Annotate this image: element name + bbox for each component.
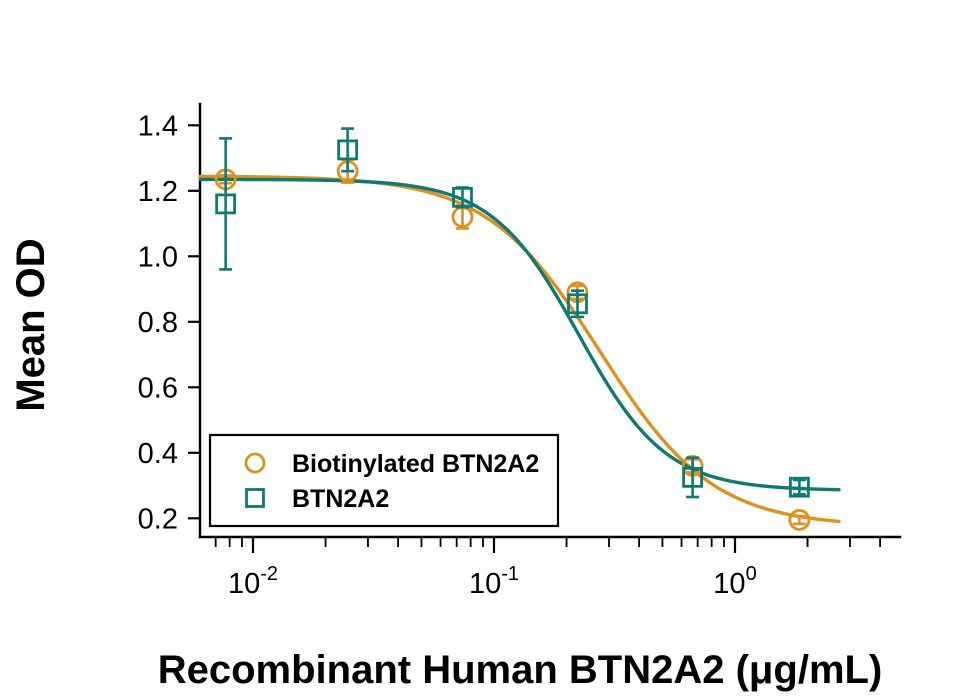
- x-tick-label-decade: 10-2: [228, 563, 278, 600]
- x-tick-exponent: -2: [260, 563, 278, 585]
- x-axis-title-mu: μ: [749, 648, 773, 692]
- fit-curve-btn2a2: [198, 177, 841, 492]
- y-tick-label: 1.4: [138, 111, 178, 143]
- error-bar: [341, 127, 355, 173]
- y-tick-label: 0.8: [138, 307, 178, 339]
- legend-marker-square-open-icon: [245, 488, 265, 508]
- data-marker-square-open-icon: [215, 193, 237, 215]
- data-marker-square-open-icon: [788, 476, 810, 498]
- x-axis-title-prefix: Recombinant Human BTN2A2 (: [158, 648, 750, 692]
- y-axis-tick-labels: 0.2 0.4 0.6 0.8 1.0 1.2 1.4: [138, 111, 178, 536]
- error-bar: [219, 137, 233, 271]
- data-marker-square-open-icon: [682, 466, 704, 488]
- y-axis-ticks: [188, 124, 200, 520]
- x-tick-base: 10: [469, 568, 501, 600]
- x-tick-label-decade: 10-1: [469, 563, 519, 600]
- x-tick-exponent: 0: [746, 563, 757, 585]
- x-tick-base: 10: [228, 568, 260, 600]
- x-axis-tick-labels: 10-2 10-1 100: [228, 563, 757, 600]
- y-tick-label: 0.4: [138, 438, 178, 470]
- y-tick-label: 1.2: [138, 176, 178, 208]
- x-axis-ticks: [214, 537, 881, 553]
- error-bar: [792, 514, 806, 526]
- x-axis-title: Recombinant Human BTN2A2 (μg/mL): [158, 648, 883, 692]
- x-tick-exponent: -1: [501, 563, 519, 585]
- data-marker-circle-open-icon: [788, 509, 811, 531]
- error-bar: [792, 478, 806, 496]
- y-tick-label: 0.6: [138, 373, 178, 405]
- x-tick-base: 10: [713, 568, 745, 600]
- chart-legend: Biotinylated BTN2A2 BTN2A2: [208, 433, 560, 528]
- fitted-curves: [198, 174, 841, 524]
- y-axis-title: Mean OD: [9, 238, 53, 411]
- data-series: [214, 127, 811, 531]
- legend-item-label-btn2a2: BTN2A2: [292, 485, 389, 513]
- error-bar: [686, 456, 700, 499]
- legend-background: [208, 433, 560, 528]
- series-btn2a2: [215, 127, 810, 499]
- x-axis-title-suffix: g/mL): [773, 648, 882, 692]
- data-marker-square-open-icon: [337, 139, 359, 161]
- data-marker-square-open-icon: [452, 186, 473, 208]
- y-tick-label: 0.2: [138, 504, 178, 536]
- x-tick-label-decade: 100: [713, 563, 756, 600]
- data-marker-square-open-icon: [567, 293, 588, 315]
- legend-marker-circle-open-icon: [244, 452, 266, 474]
- y-tick-label: 1.0: [138, 242, 178, 274]
- legend-item-label-biotinylated: Biotinylated BTN2A2: [292, 450, 539, 478]
